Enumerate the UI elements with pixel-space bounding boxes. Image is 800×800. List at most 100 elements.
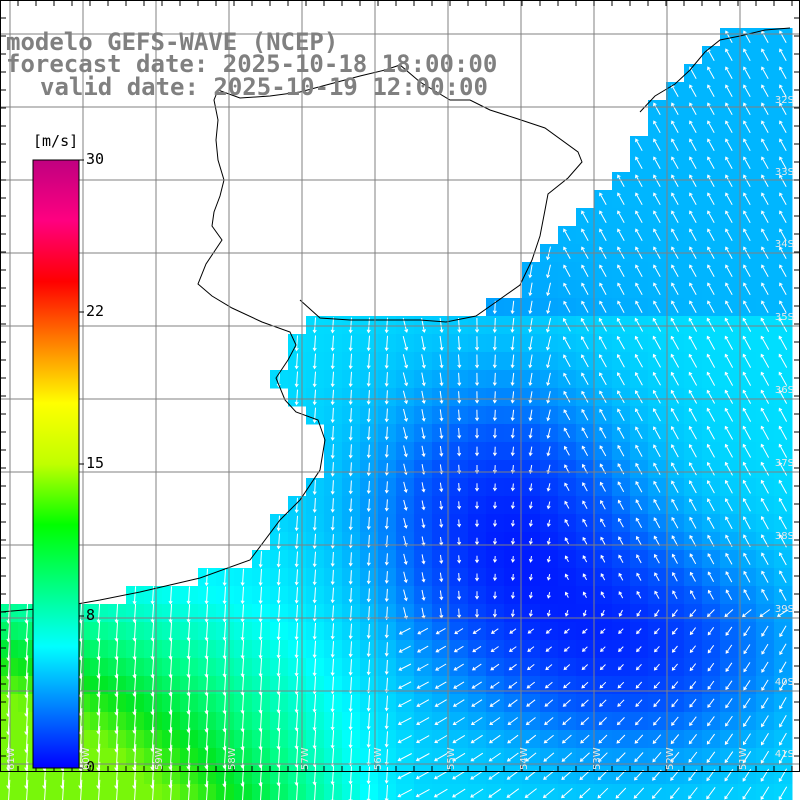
wind-arrow <box>707 645 715 654</box>
wind-arrow <box>761 661 769 673</box>
wind-arrow <box>366 426 371 441</box>
wind-arrow <box>725 30 733 44</box>
wind-arrow <box>761 300 769 314</box>
wind-arrow <box>204 586 209 605</box>
wind-arrow <box>580 717 590 726</box>
wind-arrow <box>492 336 497 351</box>
wind-arrow <box>743 102 751 116</box>
wind-arrow <box>457 409 462 422</box>
wind-arrow <box>294 497 299 514</box>
wind-arrow <box>421 518 426 529</box>
wind-arrow <box>742 317 752 332</box>
wind-arrow <box>510 483 515 492</box>
wind-arrow <box>760 353 770 368</box>
wind-arrow <box>779 210 787 224</box>
wind-arrow <box>634 353 643 368</box>
wind-arrow <box>397 699 412 707</box>
wind-arrow <box>634 716 643 726</box>
wind-arrow <box>330 353 335 370</box>
wind-arrow <box>114 603 119 624</box>
wind-arrow <box>258 586 263 605</box>
wind-arrow <box>294 658 299 677</box>
wind-arrow <box>778 407 788 422</box>
wind-arrow <box>634 317 644 332</box>
wind-arrow <box>330 407 335 424</box>
wind-arrow <box>398 681 412 689</box>
wind-arrow <box>525 734 537 744</box>
wind-arrow <box>258 622 263 641</box>
wind-arrow <box>330 694 335 713</box>
wind-arrow <box>384 517 389 530</box>
wind-arrow <box>779 102 787 116</box>
wind-arrow <box>635 264 643 278</box>
wind-arrow <box>636 628 642 635</box>
wind-arrow <box>439 572 444 583</box>
wind-arrow <box>384 335 389 352</box>
wind-arrow <box>671 138 679 152</box>
wind-arrow <box>510 573 515 581</box>
wind-arrow <box>312 694 317 713</box>
wind-arrow <box>508 681 518 689</box>
wind-arrow <box>366 390 371 405</box>
wind-arrow <box>546 264 551 279</box>
wind-arrow <box>563 390 571 403</box>
forecast-date: forecast date: 2025-10-18 18:00:00 <box>6 50 498 78</box>
wind-arrow <box>563 409 571 421</box>
wind-arrow <box>457 590 462 601</box>
wind-arrow <box>635 156 643 170</box>
wind-arrow <box>761 138 769 152</box>
wind-arrow <box>743 264 751 278</box>
wind-arrow <box>564 500 570 509</box>
wind-arrow <box>707 102 715 116</box>
wind-arrow <box>581 228 589 242</box>
wind-arrow <box>474 317 480 333</box>
wind-arrow <box>563 628 570 634</box>
wind-arrow <box>276 640 281 659</box>
wind-arrow <box>779 174 787 188</box>
colorbar <box>32 159 80 769</box>
wind-arrow <box>689 300 697 314</box>
wind-arrow <box>671 462 679 476</box>
wind-arrow <box>689 84 697 98</box>
wind-arrow <box>545 646 553 652</box>
wind-arrow <box>725 698 733 709</box>
wind-arrow <box>492 409 497 422</box>
wind-arrow <box>562 317 571 332</box>
wind-arrow <box>617 664 624 671</box>
wind-arrow <box>421 372 426 387</box>
wind-arrow <box>581 210 589 224</box>
wind-arrow <box>636 554 642 564</box>
wind-arrow <box>779 30 787 44</box>
wind-arrow <box>80 779 83 800</box>
wind-arrow <box>545 317 552 333</box>
wind-arrow <box>707 662 715 672</box>
wind-arrow <box>452 770 466 780</box>
wind-arrow <box>580 317 589 332</box>
wind-arrow <box>599 372 607 386</box>
wind-arrow <box>98 779 101 800</box>
wind-arrow <box>222 568 227 587</box>
wind-arrow <box>600 609 605 617</box>
wind-arrow <box>761 228 769 242</box>
wind-arrow <box>543 770 555 780</box>
wind-arrow <box>474 336 480 351</box>
lat-label: 35S <box>774 312 794 323</box>
wind-arrow <box>312 729 317 750</box>
wind-arrow <box>510 336 515 351</box>
wind-arrow <box>403 499 408 511</box>
wind-arrow <box>528 609 533 618</box>
wind-arrow <box>528 446 533 457</box>
wind-arrow <box>330 462 335 477</box>
wind-arrow <box>168 603 173 623</box>
wind-arrow <box>616 353 625 368</box>
wind-arrow <box>617 517 624 528</box>
wind-arrow <box>525 752 537 762</box>
wind-arrow <box>689 681 697 690</box>
wind-arrow <box>546 555 551 563</box>
wind-arrow <box>439 500 444 511</box>
wind-arrow <box>618 609 623 617</box>
wind-arrow <box>598 354 607 368</box>
wind-arrow <box>779 48 787 62</box>
wind-arrow <box>416 645 429 653</box>
wind-arrow <box>706 335 716 350</box>
